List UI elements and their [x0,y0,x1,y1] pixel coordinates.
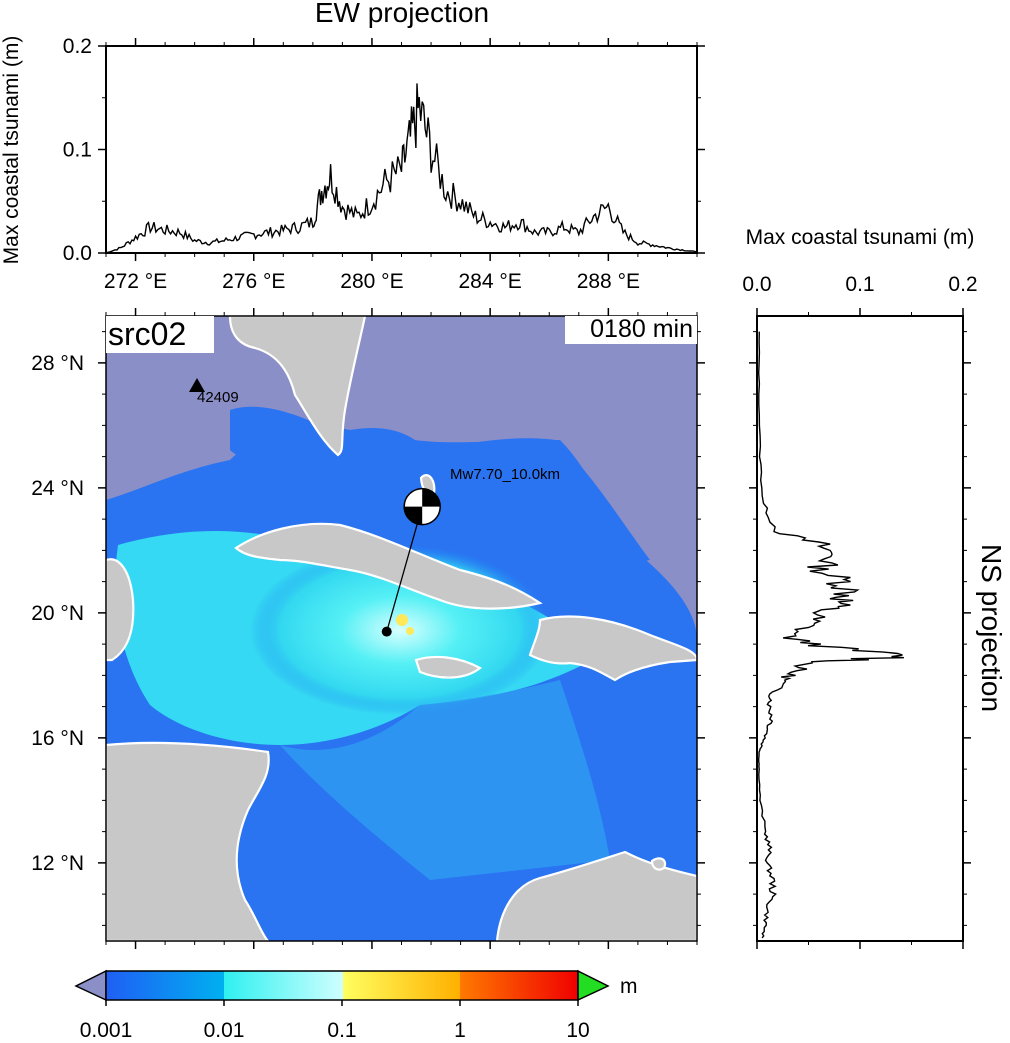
ns-xlabel: Max coastal tsunami (m) [746,226,975,249]
max-amplitude-spot [396,614,408,626]
map-lat-tick-label: 12 °N [31,852,84,875]
ns-y-ticks [749,331,971,926]
land-puerto-rico [650,857,667,871]
focal-mechanism-beachball-icon [403,487,441,526]
map-lat-tick-label: 20 °N [31,602,84,625]
ew-y-ticks: 0.0 0.1 0.2 [63,35,705,265]
ns-x-ticks: 0.0 0.1 0.2 [742,273,978,949]
colorbar-over-arrow [577,969,610,1002]
ew-title: EW projection [315,0,489,28]
map-lon-ticks [105,308,698,949]
ew-x-tick-label: 288 °E [577,270,640,293]
colorbar-tick-label: 0.001 [80,1019,133,1042]
source-label-box [106,316,214,353]
ew-ylabel: Max coastal tsunami (m) [0,36,23,265]
ew-projection-panel: EW projection Max coastal tsunami (m) 0.… [0,0,705,293]
ns-x-tick-label: 0.2 [948,273,977,296]
colorbar-tick-label: 1 [454,1019,466,1042]
wave-energy-blue-bahamas [230,406,330,460]
station-label: 42409 [197,389,239,406]
epicenter-marker [381,626,392,637]
ew-x-tick-label: 272 °E [104,270,167,293]
ew-y-tick-label: 0.2 [63,35,92,58]
ns-x-tick-label: 0.0 [742,273,771,296]
max-amplitude-spot [406,627,414,635]
time-label: 0180 min [590,315,693,343]
map-lat-tick-label: 16 °N [31,727,84,750]
colorbar-tick-label: 0.1 [327,1019,356,1042]
ns-projection-panel: Max coastal tsunami (m) NS projection 0.… [742,226,1007,949]
land-jamaica [414,655,482,679]
land-cuba [234,522,543,610]
colorbar-seg-blue [106,971,224,1000]
colorbar: m 0.001 0.01 0.1 1 10 [74,969,638,1042]
map-panel: 28 °N 24 °N 20 °N 16 °N 12 °N src02 0180 min… [31,308,705,949]
ns-series-line [757,331,904,939]
land-south-america [495,850,697,941]
colorbar-seg-yellow [343,971,460,1000]
source-label: src02 [108,316,186,352]
wave-energy-cyan-south [280,680,610,880]
time-label-box [565,316,697,344]
land-central-america [106,741,270,941]
epicenter-connector-line [386,506,423,632]
land-hispaniola [528,615,697,682]
ew-series-line [105,83,698,254]
colorbar-tick-label: 0.01 [204,1019,245,1042]
station-triangle-icon [189,378,205,392]
ns-frame [756,315,964,942]
ew-x-tick-label: 280 °E [340,270,403,293]
colorbar-ticks: 0.001 0.01 0.1 1 10 [80,1000,590,1042]
colorbar-seg-red [460,971,578,1000]
map-lat-tick-label: 24 °N [31,477,84,500]
ns-title: NS projection [976,544,1007,712]
map-lat-ticks: 28 °N 24 °N 20 °N 16 °N 12 °N [31,331,705,926]
ew-x-tick-label: 276 °E [222,270,285,293]
wave-energy-blue-atlantic [400,438,650,565]
map-lat-tick-label: 28 °N [31,352,84,375]
colorbar-seg-cyan [224,971,343,1000]
ew-x-tick-label: 284 °E [459,270,522,293]
event-label: Mw7.70_10.0km [450,466,560,483]
land-yucatan [106,558,135,662]
ns-x-tick-label: 0.1 [845,273,874,296]
ew-frame [105,45,698,254]
colorbar-tick-label: 10 [566,1019,589,1042]
ew-x-ticks: 272 °E 276 °E 280 °E 284 °E 288 °E [104,38,698,293]
land [106,316,697,941]
land-florida [228,316,367,457]
colorbar-under-arrow [74,969,107,1002]
ew-y-tick-label: 0.0 [63,242,92,265]
colorbar-unit: m [620,975,638,998]
ew-y-tick-label: 0.1 [63,139,92,162]
